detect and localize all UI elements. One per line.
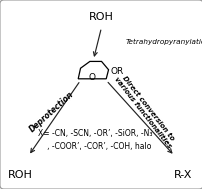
Text: Tetrahydropyranylation: Tetrahydropyranylation	[125, 39, 202, 45]
Text: O: O	[88, 73, 95, 82]
Text: Direct conversion to
various functionalities: Direct conversion to various functionali…	[112, 72, 177, 149]
Text: OR: OR	[110, 67, 123, 76]
Text: ROH: ROH	[89, 12, 113, 22]
Text: ROH: ROH	[8, 170, 33, 180]
Text: Deprotection: Deprotection	[28, 89, 75, 134]
Text: R-X: R-X	[173, 170, 191, 180]
Text: , -COOR’, -COR’, -COH, halo: , -COOR’, -COR’, -COH, halo	[40, 142, 150, 151]
Text: X= -CN, -SCN, -OR’, -SiOR, -N₃: X= -CN, -SCN, -OR’, -SiOR, -N₃	[38, 129, 152, 138]
